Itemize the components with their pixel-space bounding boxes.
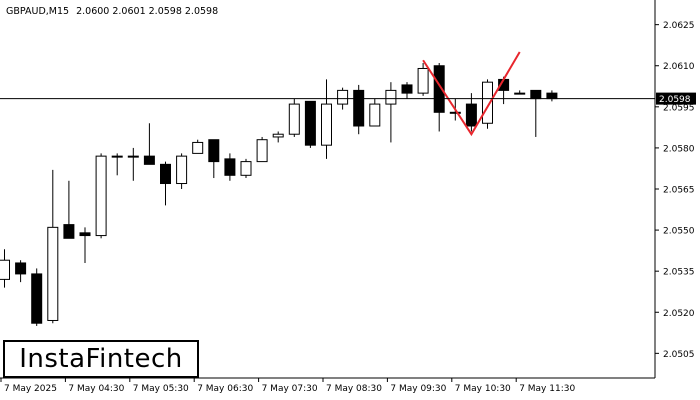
candle: [546, 90, 558, 102]
candle-body: [514, 92, 526, 95]
instafintech-logo: InstaFintech: [3, 340, 199, 378]
candle: [256, 136, 268, 163]
chart-symbol: GBPAUD,M15: [6, 6, 69, 17]
candle: [79, 227, 91, 263]
candle: [417, 63, 429, 96]
current-price-label: 2.0598: [659, 95, 691, 105]
candle-body: [321, 103, 332, 146]
candle-body: [337, 89, 349, 105]
candle: [47, 169, 59, 324]
candle: [31, 268, 43, 326]
candle-body: [272, 133, 284, 138]
candle: [95, 153, 107, 239]
y-tick-label: 2.0625: [663, 21, 695, 31]
y-tick-label: 2.0550: [663, 227, 695, 237]
candle: [401, 82, 413, 99]
axes-group: 2.0625 2.0610 2.0595 2.0580 2.0565 2.0550 2.05…: [0, 0, 696, 394]
candle-body: [385, 89, 397, 105]
candle-body: [95, 155, 107, 237]
candle: [240, 158, 252, 179]
y-tick-label: 2.0565: [663, 186, 695, 196]
candle-body: [433, 65, 445, 113]
candle: [385, 82, 397, 143]
chart-ohlc: 2.0600 2.0601 2.0598 2.0598: [76, 6, 218, 17]
candle: [369, 98, 381, 127]
candle-body: [47, 226, 59, 321]
y-tick-label: 2.0535: [663, 268, 695, 278]
candle: [272, 131, 284, 143]
x-tick-label: 7 May 09:30: [390, 384, 446, 394]
candle: [433, 63, 445, 132]
candle-body: [304, 100, 316, 146]
candle: [15, 260, 27, 283]
x-tick-label: 7 May 04:30: [68, 384, 124, 394]
y-tick-label: 2.0580: [663, 144, 695, 154]
candle: [288, 98, 300, 137]
candle: [192, 139, 204, 154]
x-tick-label: 7 May 11:30: [519, 384, 575, 394]
x-tick-label: 7 May 07:30: [262, 384, 318, 394]
candle-body: [63, 224, 75, 239]
candle-body: [546, 92, 558, 100]
candle-body: [256, 139, 268, 163]
candle-body: [160, 163, 171, 185]
current-price-box: [656, 92, 696, 105]
candle: [63, 180, 75, 239]
candle: [321, 79, 332, 159]
y-tick-label: 2.0610: [663, 62, 695, 72]
candle-body: [353, 89, 365, 127]
candle: [482, 79, 493, 129]
y-tick-label: 2.0595: [663, 103, 695, 113]
candle: [160, 161, 171, 206]
candle-body: [111, 155, 123, 158]
candle: [304, 100, 316, 148]
candle: [224, 153, 236, 181]
candle: [0, 249, 10, 288]
candle-body: [482, 81, 493, 124]
candle-body: [401, 84, 413, 94]
candle: [143, 123, 155, 165]
candle-body: [79, 232, 91, 237]
candle-body: [15, 262, 27, 275]
candle: [530, 89, 542, 137]
candle-body: [288, 103, 300, 135]
candle-body: [240, 161, 252, 176]
candle-body: [465, 103, 477, 127]
candle-body: [31, 273, 43, 324]
candle: [111, 153, 123, 176]
candle-body: [369, 103, 381, 127]
chart-header: GBPAUD,M15 2.0600 2.0601 2.0598 2.0598: [6, 6, 218, 17]
candle-body: [192, 141, 204, 154]
x-tick-label: 7 May 10:30: [455, 384, 511, 394]
candle: [353, 84, 365, 135]
logo-text: InstaFintech: [19, 344, 183, 374]
candle-body: [530, 89, 542, 100]
x-tick-label: 7 May 06:30: [197, 384, 253, 394]
x-tick-label: 7 May 08:30: [326, 384, 382, 394]
candle-body: [0, 259, 10, 280]
candle-body: [449, 111, 461, 114]
candle-body: [208, 139, 220, 163]
candles-group: [0, 63, 558, 326]
x-tick-label: 7 May 2025: [4, 384, 57, 394]
y-tick-label: 2.0505: [663, 350, 695, 360]
candle: [208, 139, 220, 179]
candle-body: [224, 158, 236, 176]
candle: [465, 93, 477, 132]
double-top-pattern: [422, 51, 521, 137]
candle: [127, 147, 139, 181]
candle: [514, 90, 526, 95]
y-tick-label: 2.0520: [663, 309, 695, 319]
candle-body: [176, 155, 188, 185]
candle-body: [143, 155, 155, 165]
candle-body: [417, 67, 429, 94]
candle: [176, 153, 188, 189]
double-top-line: [422, 51, 521, 137]
candle-body: [127, 155, 139, 158]
x-tick-label: 7 May 05:30: [133, 384, 189, 394]
